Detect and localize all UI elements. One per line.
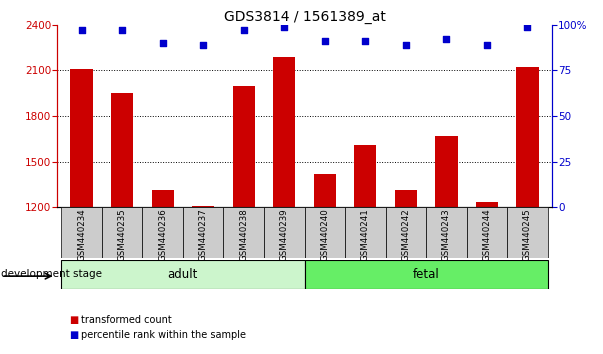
Text: GSM440244: GSM440244 bbox=[482, 209, 491, 261]
Point bbox=[401, 42, 411, 48]
Bar bbox=[273, 57, 295, 354]
Bar bbox=[476, 202, 498, 354]
Text: GSM440237: GSM440237 bbox=[199, 209, 207, 261]
Point bbox=[279, 24, 289, 29]
Bar bbox=[435, 136, 458, 354]
Point bbox=[158, 40, 168, 46]
Bar bbox=[71, 69, 93, 354]
Bar bbox=[62, 260, 305, 289]
Text: fetal: fetal bbox=[412, 268, 440, 281]
Point bbox=[523, 24, 532, 29]
Bar bbox=[345, 207, 385, 258]
Bar bbox=[314, 174, 336, 354]
Point bbox=[361, 38, 370, 44]
Point bbox=[198, 42, 208, 48]
Text: transformed count: transformed count bbox=[81, 315, 172, 325]
Text: ■: ■ bbox=[69, 315, 78, 325]
Point bbox=[441, 36, 451, 42]
Bar bbox=[467, 207, 507, 258]
Text: GSM440241: GSM440241 bbox=[361, 209, 370, 261]
Point bbox=[118, 27, 127, 33]
Bar bbox=[192, 206, 214, 354]
Text: GSM440243: GSM440243 bbox=[442, 209, 451, 261]
Point bbox=[320, 38, 330, 44]
Text: GSM440240: GSM440240 bbox=[320, 209, 329, 261]
Text: GSM440238: GSM440238 bbox=[239, 209, 248, 261]
Text: GSM440236: GSM440236 bbox=[158, 209, 167, 261]
Bar bbox=[151, 190, 174, 354]
Bar bbox=[111, 93, 133, 354]
Bar bbox=[62, 207, 102, 258]
Text: GSM440234: GSM440234 bbox=[77, 209, 86, 261]
Text: GSM440242: GSM440242 bbox=[402, 209, 410, 261]
Bar bbox=[385, 207, 426, 258]
Text: GSM440235: GSM440235 bbox=[118, 209, 127, 261]
Bar bbox=[516, 67, 538, 354]
Bar bbox=[102, 207, 142, 258]
Bar bbox=[305, 260, 548, 289]
Point bbox=[77, 27, 86, 33]
Bar bbox=[507, 207, 548, 258]
Bar bbox=[395, 190, 417, 354]
Bar bbox=[305, 207, 345, 258]
Text: adult: adult bbox=[168, 268, 198, 281]
Bar bbox=[142, 207, 183, 258]
Text: GSM440245: GSM440245 bbox=[523, 209, 532, 261]
Bar bbox=[264, 207, 305, 258]
Bar bbox=[233, 86, 255, 354]
Text: percentile rank within the sample: percentile rank within the sample bbox=[81, 330, 247, 339]
Bar bbox=[224, 207, 264, 258]
Point bbox=[482, 42, 491, 48]
Title: GDS3814 / 1561389_at: GDS3814 / 1561389_at bbox=[224, 10, 385, 24]
Bar bbox=[354, 145, 376, 354]
Point bbox=[239, 27, 248, 33]
Text: development stage: development stage bbox=[1, 269, 102, 279]
Text: ■: ■ bbox=[69, 330, 78, 339]
Bar bbox=[183, 207, 224, 258]
Text: GSM440239: GSM440239 bbox=[280, 209, 289, 261]
Bar bbox=[426, 207, 467, 258]
